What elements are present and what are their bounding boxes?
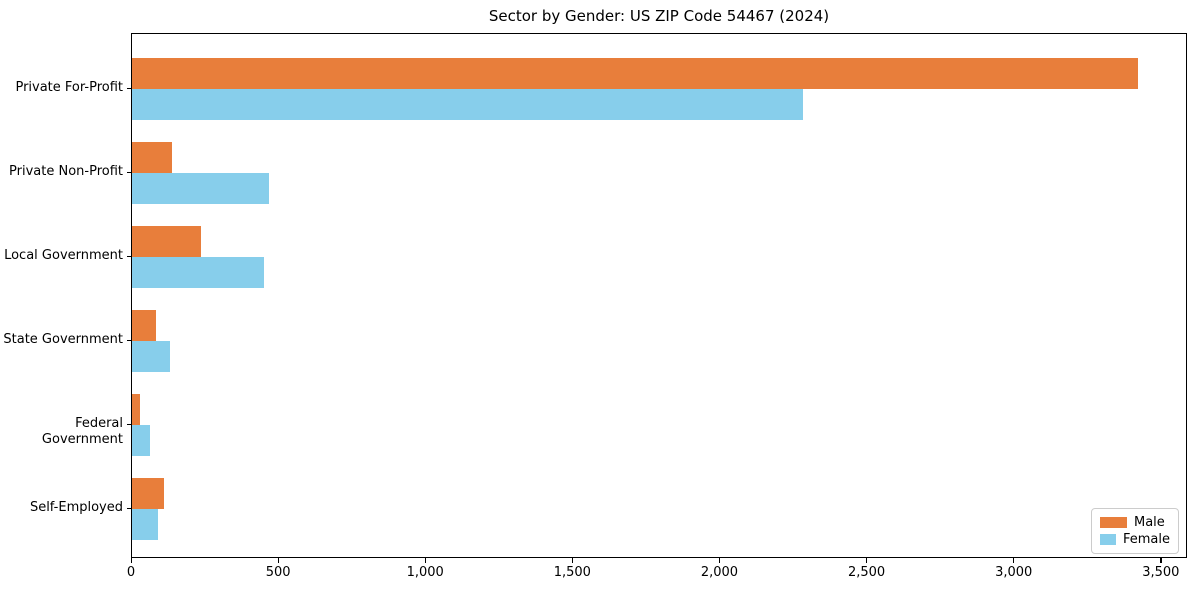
y-tick-label: State Government <box>3 332 123 347</box>
y-tick-label: Private Non-Profit <box>9 164 123 179</box>
bar-male-4 <box>132 394 141 425</box>
y-tick-label: Self-Employed <box>29 500 123 515</box>
x-tick-label: 0 <box>126 565 136 580</box>
y-tick-mark <box>127 87 131 89</box>
x-tick-mark <box>1160 558 1162 563</box>
x-tick-label: 3,000 <box>995 565 1033 580</box>
x-tick-label: 3,500 <box>1142 565 1180 580</box>
x-tick-mark <box>277 558 279 563</box>
x-tick-label: 2,000 <box>700 565 739 580</box>
bar-female-3 <box>132 341 170 372</box>
bar-female-1 <box>132 173 269 204</box>
bar-male-3 <box>132 310 156 341</box>
x-tick-label: 500 <box>265 565 291 580</box>
y-tick-label: Local Government <box>4 248 123 263</box>
bar-male-1 <box>132 142 173 173</box>
y-tick-label: Federal Government <box>41 416 123 447</box>
bar-female-5 <box>132 509 158 540</box>
y-tick-mark <box>127 423 131 425</box>
bar-female-4 <box>132 425 150 456</box>
y-tick-mark <box>127 507 131 509</box>
x-tick-mark <box>866 558 868 563</box>
x-tick-mark <box>1013 558 1015 563</box>
female-series-swatch <box>1100 534 1116 545</box>
y-tick-mark <box>127 339 131 341</box>
legend-label-male: Male <box>1134 515 1165 530</box>
bar-female-0 <box>132 89 803 120</box>
x-tick-label: 2,500 <box>847 565 886 580</box>
y-tick-mark <box>127 255 131 257</box>
x-tick-mark <box>718 558 721 563</box>
x-tick-mark <box>571 558 574 563</box>
bar-male-2 <box>132 226 201 257</box>
male-series-swatch <box>1100 517 1127 528</box>
x-tick-mark <box>424 558 426 563</box>
x-tick-label: 1,500 <box>553 565 591 580</box>
bar-male-5 <box>132 478 164 509</box>
plot-area <box>131 33 1187 558</box>
x-tick-label: 1,000 <box>406 565 444 580</box>
bar-male-0 <box>132 58 1138 89</box>
y-tick-label: Private For-Profit <box>15 80 123 95</box>
legend-item-female: Female <box>1100 532 1170 547</box>
legend: Male Female <box>1091 508 1179 554</box>
legend-item-male: Male <box>1100 515 1170 530</box>
chart-title: Sector by Gender: US ZIP Code 54467 (202… <box>488 7 830 25</box>
legend-label-female: Female <box>1122 532 1170 547</box>
bar-female-2 <box>132 257 264 288</box>
y-tick-mark <box>127 171 131 173</box>
x-tick-mark <box>130 558 132 563</box>
